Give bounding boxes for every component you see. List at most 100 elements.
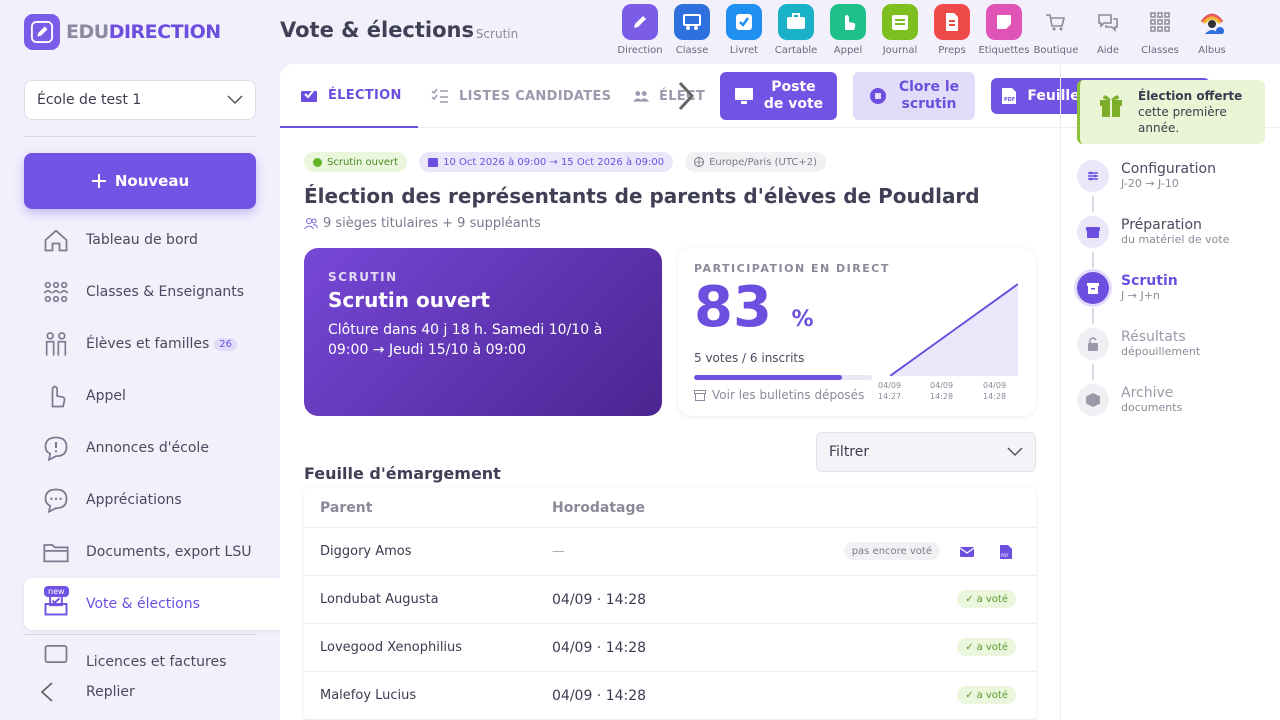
svg-text:PDF: PDF	[1001, 553, 1009, 558]
avatar-icon	[1194, 4, 1230, 40]
workflow-panel: Élection offerte cette première année. C…	[1060, 64, 1280, 720]
clore-label: Clore le scrutin	[898, 79, 960, 112]
column-header-parent: Parent	[320, 499, 373, 516]
votes-count: 5 votes / 6 inscrits	[694, 351, 805, 365]
new-button[interactable]: Nouveau	[24, 153, 256, 209]
timestamp: 04/09 · 14:28	[552, 591, 647, 608]
hand-icon	[40, 380, 72, 412]
app-label: Appel	[833, 45, 863, 56]
step-connector	[1092, 196, 1094, 212]
sidebar-item-comment[interactable]: Appréciations	[24, 474, 280, 526]
sidebar-item-label: Annonces d'école	[86, 440, 209, 456]
participation-unit: %	[791, 307, 814, 332]
app-label: Boutique	[1033, 45, 1079, 56]
participation-value: 83 %	[694, 277, 1020, 351]
people-icon	[304, 217, 318, 229]
new-tag: new	[44, 586, 69, 597]
app-label: Classe	[675, 45, 709, 56]
step-name: Archive	[1121, 385, 1174, 401]
app-label: Classes	[1141, 45, 1179, 56]
app-livret[interactable]: Livret	[718, 4, 770, 56]
sidebar-item-folder[interactable]: Documents, export LSU	[24, 526, 280, 578]
mail-icon[interactable]	[960, 547, 974, 557]
step-name: Préparation	[1121, 217, 1202, 233]
sidebar-item-license[interactable]: Licences et factures	[24, 630, 280, 670]
app-journal[interactable]: Journal	[874, 4, 926, 56]
app-cartable[interactable]: Cartable	[770, 4, 822, 56]
emargement-title: Feuille d'émargement	[304, 464, 501, 483]
app-preps[interactable]: Preps	[926, 4, 978, 56]
sidebar-item-ballot[interactable]: new Vote & élections	[24, 578, 280, 630]
workflow-step-scrutin[interactable]: Scrutin J → J+n	[1077, 272, 1229, 328]
filter-select[interactable]: Filtrer	[816, 432, 1036, 472]
briefcase-icon	[778, 4, 814, 40]
school-select-value: École de test 1	[37, 92, 142, 108]
step-preparation-icon	[1077, 216, 1109, 248]
election-title: Élection des représentants de parents d'…	[304, 184, 980, 208]
app-etiquettes[interactable]: Etiquettes	[978, 4, 1030, 56]
status-label: pas encore voté	[851, 545, 932, 557]
step-sub: dépouillement	[1121, 345, 1201, 358]
sidebar-item-family[interactable]: Élèves et familles 26	[24, 318, 280, 370]
monitor-icon	[734, 88, 753, 104]
app-classe[interactable]: Classe	[666, 4, 718, 56]
emargement-table: Parent Horodatage Diggory Amos — pas encor…	[304, 488, 1036, 720]
collapse-sidebar-button[interactable]: Replier	[40, 680, 135, 704]
timestamp: 04/09 · 14:28	[552, 639, 647, 656]
classroom-icon	[674, 4, 710, 40]
app-classes[interactable]: Classes	[1134, 4, 1186, 56]
pdf-icon[interactable]: PDF	[1000, 545, 1012, 559]
step-name: Scrutin	[1121, 273, 1178, 289]
tab-election[interactable]: ÉLECTION	[280, 64, 418, 128]
check-icon: ✓	[965, 593, 974, 605]
alert-bubble-icon	[40, 432, 72, 464]
chevron-right-icon[interactable]	[677, 80, 695, 112]
app-albus[interactable]: Albus	[1186, 4, 1238, 56]
parent-name: Diggory Amos	[320, 544, 412, 559]
chevron-down-icon	[1007, 447, 1023, 457]
tab-electeurs[interactable]: ÉLECT	[633, 64, 705, 128]
scrutin-title: Scrutin ouvert	[328, 288, 490, 312]
app-boutique[interactable]: Boutique	[1030, 4, 1082, 56]
check-icon: ✓	[965, 689, 974, 701]
workflow-step-configuration[interactable]: Configuration J-20 → J-10	[1077, 160, 1229, 216]
globe-icon	[694, 157, 705, 167]
school-select[interactable]: École de test 1	[24, 80, 256, 120]
parent-name: Lovegood Xenophilius	[320, 640, 463, 655]
voted-badge: ✓ a voté	[957, 638, 1016, 656]
table-header: Parent Horodatage	[304, 488, 1036, 528]
app-launcher: Direction Classe Livret Cartable Appel Journa…	[614, 4, 1238, 56]
step-sub: documents	[1121, 401, 1183, 414]
sidebar-item-hand[interactable]: Appel	[24, 370, 280, 422]
workflow-step-resultats[interactable]: Résultats dépouillement	[1077, 328, 1229, 384]
table-row: Diggory Amos — pas encore voté PDF	[304, 528, 1036, 576]
app-logo[interactable]: EDUDIRECTION	[24, 14, 221, 50]
spark-label: 04/09 14:28	[930, 381, 954, 401]
sidebar-item-alert-bubble[interactable]: Annonces d'école	[24, 422, 280, 474]
poste-de-vote-button[interactable]: Poste de vote	[720, 72, 837, 120]
participation-bar	[694, 375, 872, 380]
sidebar-item-label: Documents, export LSU	[86, 544, 252, 560]
app-label: Direction	[617, 45, 663, 56]
scrutin-desc: Clôture dans 40 j 18 h. Samedi 10/10 à 0…	[328, 322, 603, 358]
sticker-icon	[986, 4, 1022, 40]
sidebar-item-home[interactable]: Tableau de bord	[24, 214, 280, 266]
app-aide[interactable]: Aide	[1082, 4, 1134, 56]
comment-icon	[40, 484, 72, 516]
participation-sparkline	[890, 283, 1018, 376]
clore-scrutin-button[interactable]: Clore le scrutin	[853, 72, 975, 120]
view-ballots-link[interactable]: Voir les bulletins déposés	[694, 388, 1020, 402]
sidebar-item-people-group[interactable]: Classes & Enseignants	[24, 266, 280, 318]
ballot-icon: new	[40, 586, 72, 620]
stop-circle-icon	[869, 88, 886, 104]
date-chip-label: 10 Oct 2026 à 09:00 → 15 Oct 2026 à 09:0…	[443, 156, 665, 168]
app-appel[interactable]: Appel	[822, 4, 874, 56]
table-row: Londubat Augusta 04/09 · 14:28 ✓ a voté	[304, 576, 1036, 624]
workflow-step-preparation[interactable]: Préparation du matériel de vote	[1077, 216, 1229, 272]
app-direction[interactable]: Direction	[614, 4, 666, 56]
workflow-step-archive[interactable]: Archive documents	[1077, 384, 1229, 440]
app-label: Cartable	[774, 45, 818, 56]
voted-badge: ✓ a voté	[957, 686, 1016, 704]
people-group-icon	[40, 276, 72, 308]
tab-listes-candidates[interactable]: LISTES CANDIDATES	[431, 64, 611, 128]
